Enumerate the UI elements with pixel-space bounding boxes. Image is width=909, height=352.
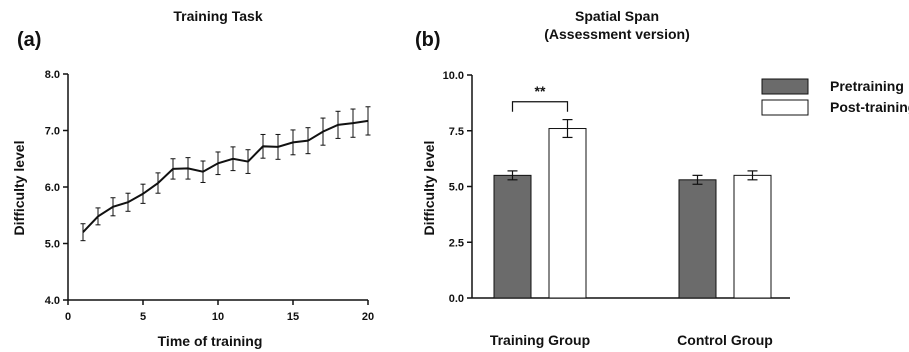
chart-a-x-tick-label: 0 [65, 311, 71, 323]
panel-a: (a) Training Task Difficulty level Time … [11, 8, 374, 349]
chart-a-y-tick-label: 6.0 [45, 182, 60, 194]
legend-swatch-pretraining [761, 78, 809, 95]
significance-bracket [511, 101, 569, 112]
panel-b: (b) Spatial Span (Assessment version) Di… [415, 8, 909, 348]
chart-b-category-label: Control Group [677, 332, 773, 348]
chart-a-x-tick-label: 5 [140, 311, 146, 323]
chart-b-y-tick-label: 0.0 [449, 293, 464, 305]
legend-label-post-training: Post-training [830, 99, 909, 115]
bar-pretraining [493, 174, 532, 299]
chart-a-x-tick-label: 20 [362, 311, 374, 323]
significance-marker: ** [535, 83, 546, 99]
chart-a-y-tick-label: 5.0 [45, 239, 60, 251]
chart-b-y-tick-label: 5.0 [449, 182, 464, 194]
chart-a-error-bars [80, 106, 371, 242]
chart-b-significance: ** [511, 83, 569, 112]
chart-a-xlabel: Time of training [158, 333, 263, 349]
chart-a-y-ticks: 4.0 5.0 6.0 7.0 8.0 [45, 69, 68, 307]
panel-a-label: (a) [17, 29, 41, 51]
chart-a-ylabel: Difficulty level [11, 141, 27, 236]
chart-b-y-tick-label: 2.5 [449, 237, 464, 249]
chart-a-x-ticks: 0 5 10 15 20 [65, 300, 374, 323]
chart-b-bars [493, 118, 772, 299]
chart-b-category-label: Training Group [490, 332, 590, 348]
chart-b-subtitle: (Assessment version) [544, 26, 690, 42]
chart-a-y-tick-label: 8.0 [45, 69, 60, 81]
legend-label-pretraining: Pretraining [830, 78, 904, 94]
chart-b-y-ticks: 0.0 2.5 5.0 7.5 10.0 [443, 70, 472, 305]
bar-error-bar [562, 118, 573, 139]
bar-pretraining [678, 179, 717, 299]
chart-b-y-tick-label: 7.5 [449, 126, 464, 138]
chart-a-error-bar [80, 223, 86, 242]
chart-b-title: Spatial Span [575, 8, 659, 24]
chart-a-y-tick-label: 7.0 [45, 126, 60, 138]
chart-a-title: Training Task [173, 8, 262, 24]
chart-a-series-line [82, 119, 369, 233]
chart-b-category-labels: Training Group Control Group [490, 332, 773, 348]
chart-b-y-tick-label: 10.0 [443, 70, 464, 82]
bar-post-training [733, 174, 772, 299]
chart-a-y-tick-label: 4.0 [45, 295, 60, 307]
chart-b-legend: Pretraining Post-training [761, 78, 909, 116]
bar-post-training [548, 128, 587, 299]
bar-error-bar [747, 170, 758, 181]
bar-error-bar [507, 170, 518, 181]
bar-error-bar [692, 174, 703, 185]
chart-a-x-tick-label: 10 [212, 311, 224, 323]
legend-swatch-post-training [761, 99, 809, 116]
panel-b-label: (b) [415, 29, 441, 51]
chart-b-ylabel: Difficulty level [421, 141, 437, 236]
chart-a-x-tick-label: 15 [287, 311, 299, 323]
